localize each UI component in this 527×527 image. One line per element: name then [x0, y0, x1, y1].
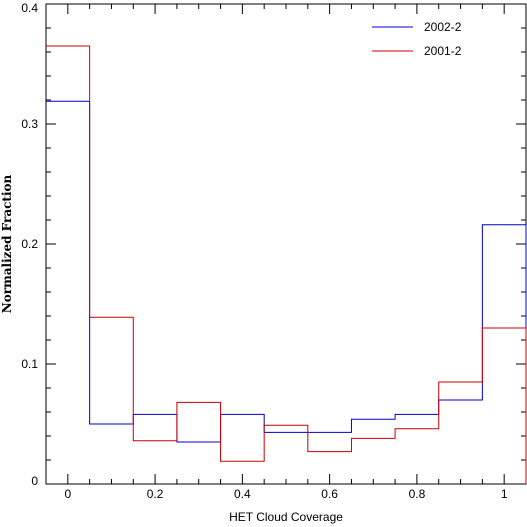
- y-tick-label: 0.3: [21, 117, 38, 131]
- axis-ticks: [45, 3, 527, 485]
- x-tick-label: 1: [501, 487, 508, 501]
- x-tick-label: 0.6: [321, 487, 338, 501]
- y-tick-label: 0.2: [21, 237, 38, 251]
- legend-label: 2002-2: [424, 20, 462, 34]
- x-tick-label: 0.4: [234, 487, 251, 501]
- y-tick-label: 0.4: [21, 1, 38, 15]
- x-tick-label: 0: [64, 487, 71, 501]
- y-tick-label: 0: [31, 474, 38, 488]
- series-line-2001-2: [46, 45, 527, 484]
- legend-label: 2001-2: [424, 44, 462, 58]
- x-tick-labels: 0 0.2 0.4 0.6 0.8 1: [64, 487, 507, 501]
- y-tick-labels: 0 0.1 0.2 0.3 0.4: [21, 1, 38, 488]
- series-layer: [46, 45, 527, 484]
- y-axis-label: Normalized Fraction: [0, 175, 14, 314]
- x-tick-label: 0.8: [409, 487, 426, 501]
- plot-frame: [45, 3, 527, 485]
- series-line-2002-2: [46, 100, 527, 484]
- legend: 2002-2 2001-2: [372, 20, 462, 58]
- x-axis-label: HET Cloud Coverage: [229, 510, 343, 524]
- x-tick-label: 0.2: [147, 487, 164, 501]
- y-tick-label: 0.1: [21, 357, 38, 371]
